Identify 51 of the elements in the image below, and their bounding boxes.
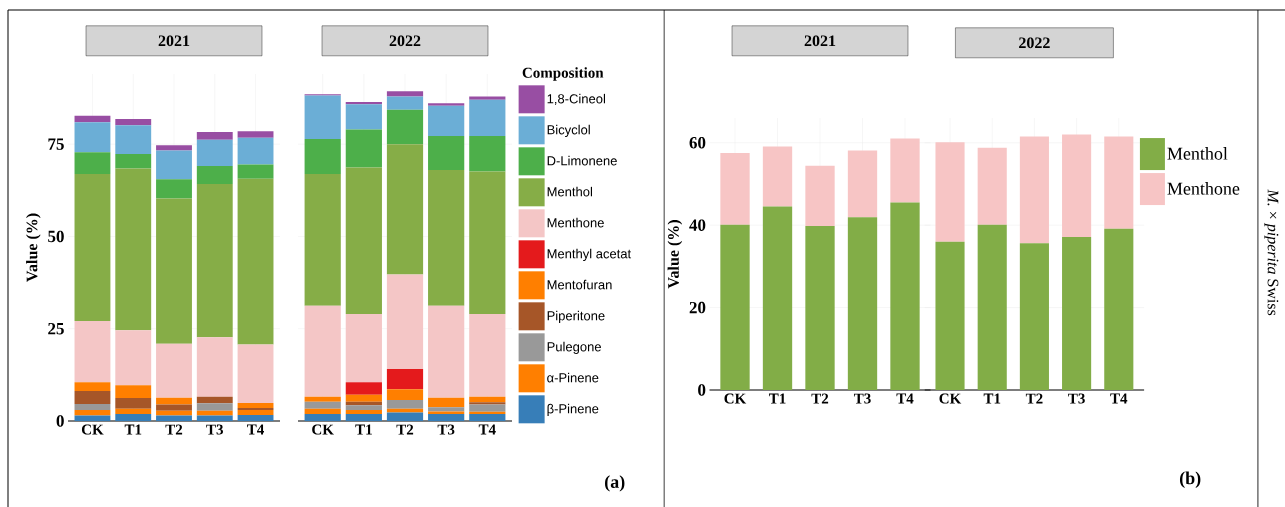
legend-label: Menthyl acetat	[547, 248, 632, 261]
x-tick-label: T4	[1110, 393, 1128, 404]
x-tick-label: T1	[355, 424, 372, 435]
text: (b)	[1179, 471, 1201, 488]
legend-label: Mentofuran	[547, 279, 612, 290]
legend-label: D-Limonene	[547, 155, 617, 166]
x-tick-label: T1	[983, 393, 1001, 404]
x-tick-label: T3	[1068, 393, 1085, 404]
x-tick-label: T3	[853, 393, 871, 404]
text: (a)	[605, 475, 625, 492]
x-tick-label: CK	[724, 393, 747, 404]
y-axis-title: Value (%)	[667, 220, 683, 289]
legend-label: α-Pinene	[547, 372, 599, 383]
legend-label: Menthone	[1167, 182, 1240, 195]
y-tick-label: 50	[48, 230, 64, 243]
x-tick-label: T1	[768, 393, 786, 404]
y-tick-label: 75	[48, 138, 64, 150]
chart-title: 2022	[1019, 37, 1050, 49]
chart-title: 2021	[158, 35, 190, 47]
x-tick-label: T2	[1025, 393, 1043, 404]
y-tick-label: 0	[56, 415, 64, 427]
legend-label: Bicyclol	[547, 124, 590, 137]
legend-label: Menthone	[547, 217, 604, 228]
legend-title: Composition	[522, 67, 604, 81]
legend-label: Menthol	[547, 186, 592, 197]
x-tick-label: T2	[811, 393, 829, 404]
x-tick-label: T4	[247, 424, 265, 435]
legend-label: β-Pinene	[547, 403, 599, 416]
x-tick-label: CK	[312, 424, 334, 435]
text: M. × piperita Swiss	[1264, 189, 1279, 316]
x-tick-label: T2	[396, 424, 414, 435]
legend-label: Piperitone	[547, 310, 605, 323]
x-tick-label: T1	[124, 424, 142, 435]
y-tick-label: 40	[689, 219, 706, 231]
y-tick-label: 60	[689, 137, 706, 149]
x-tick-label: CK	[939, 393, 962, 404]
x-tick-label: T2	[165, 424, 183, 435]
legend-label: Menthol	[1167, 147, 1228, 160]
x-tick-label: CK	[81, 424, 104, 435]
y-tick-label: 20	[689, 301, 706, 314]
x-tick-label: T3	[437, 424, 455, 435]
x-tick-label: T3	[206, 424, 223, 435]
y-tick-label: 0	[698, 384, 706, 396]
legend-label: 1,8-Cineol	[547, 93, 605, 105]
y-axis-title: Value (%)	[26, 213, 41, 282]
x-tick-label: T4	[896, 393, 914, 404]
chart-title: 2021	[804, 35, 836, 47]
legend-label: Pulegone	[547, 341, 601, 354]
y-tick-label: 25	[48, 323, 64, 335]
chart-title: 2022	[389, 35, 421, 47]
x-tick-label: T4	[478, 424, 496, 435]
